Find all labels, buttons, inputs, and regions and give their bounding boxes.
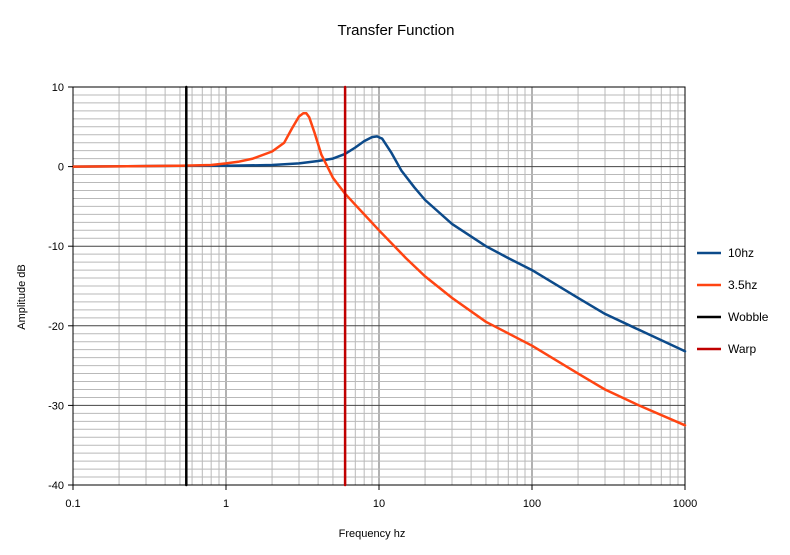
x-tick-label: 100 bbox=[523, 498, 541, 510]
legend-label-wobble: Wobble bbox=[728, 310, 769, 324]
legend-label-warp: Warp bbox=[728, 342, 757, 356]
y-tick-label: -40 bbox=[48, 480, 64, 492]
chart-title: Transfer Function bbox=[338, 22, 455, 39]
y-tick-label: 10 bbox=[52, 82, 64, 94]
y-tick-label: -30 bbox=[48, 400, 64, 412]
x-tick-labels: 0.1 1 10 100 1000 bbox=[65, 485, 697, 510]
y-tick-label: 0 bbox=[58, 162, 64, 174]
series-line-10hz bbox=[71, 135, 687, 353]
x-tick-label: 1000 bbox=[673, 498, 697, 510]
y-tick-label: -10 bbox=[48, 241, 64, 253]
gridlines bbox=[72, 86, 685, 486]
y-axis-title: Amplitude dB bbox=[16, 264, 28, 329]
x-tick-label: 0.1 bbox=[65, 498, 80, 510]
series-line-3-5hz bbox=[71, 112, 687, 427]
x-tick-label: 10 bbox=[373, 498, 385, 510]
x-axis-title: Frequency hz bbox=[339, 528, 406, 540]
y-tick-labels: 10 0 -10 -20 -30 -40 bbox=[48, 82, 73, 492]
y-tick-label: -20 bbox=[48, 321, 64, 333]
legend-label-10hz: 10hz bbox=[728, 246, 754, 260]
x-tick-label: 1 bbox=[223, 498, 229, 510]
series-lines bbox=[71, 85, 687, 487]
legend: 10hz 3.5hz Wobble Warp bbox=[697, 246, 769, 356]
legend-label-3-5hz: 3.5hz bbox=[728, 278, 757, 292]
